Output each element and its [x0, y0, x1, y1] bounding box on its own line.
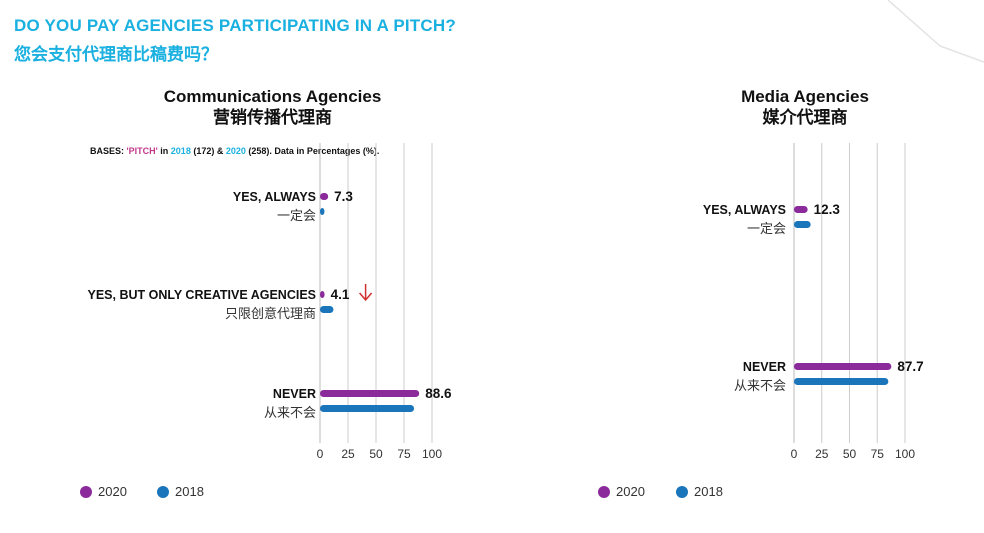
bases-year-2020: 2020 — [225, 146, 246, 156]
legend-2018-right: 2018 — [676, 484, 723, 499]
data-label: 4.1 — [331, 287, 350, 302]
x-tick-label: 50 — [843, 447, 857, 461]
x-tick-label: 25 — [341, 447, 355, 461]
category-label-en: NEVER — [273, 387, 316, 401]
legend-swatch-2020 — [598, 485, 610, 498]
chart-title-media: Media Agencies 媒介代理商 — [700, 86, 910, 128]
chart-title-en: Media Agencies — [741, 87, 869, 106]
x-tick-label: 100 — [895, 447, 915, 461]
data-label: 87.7 — [897, 359, 923, 374]
x-tick-label: 25 — [815, 447, 829, 461]
legend-swatch-2018 — [676, 485, 688, 498]
bases-n-2020: (258). Data in Percentages (%). — [245, 146, 380, 156]
bases-n-2018: (172) & — [190, 146, 226, 156]
legend-2020-left: 2020 — [80, 484, 127, 499]
bar-2018 — [794, 221, 811, 228]
bar-2020 — [320, 291, 325, 298]
category-label-zh: 一定会 — [277, 208, 316, 223]
bar-2020 — [320, 193, 329, 200]
category-label-zh: 从来不会 — [264, 405, 316, 420]
x-tick-label: 0 — [317, 447, 324, 461]
bar-2020 — [320, 390, 420, 397]
legend-label-2018: 2018 — [175, 484, 204, 499]
legend-label-2020: 2020 — [616, 484, 645, 499]
x-tick-label: 0 — [791, 447, 798, 461]
page-title-chinese: 您会支付代理商比稿费吗？ — [14, 45, 218, 64]
chart-title-zh: 营销传播代理商 — [213, 108, 332, 127]
category-label-en: YES, ALWAYS — [703, 203, 786, 217]
x-tick-label: 50 — [369, 447, 383, 461]
page-title: DO YOU PAY AGENCIES PARTICIPATING IN A P… — [14, 16, 456, 35]
x-tick-label: 75 — [397, 447, 411, 461]
legend-2018-left: 2018 — [157, 484, 204, 499]
data-label: 12.3 — [814, 202, 841, 217]
category-label-en: YES, ALWAYS — [233, 190, 316, 204]
bar-2020 — [794, 363, 892, 370]
bar-2018 — [320, 208, 325, 215]
category-label-en: NEVER — [743, 360, 786, 374]
x-tick-label: 100 — [422, 447, 442, 461]
bases-prefix: BASES: — [90, 146, 127, 156]
legend-label-2020: 2020 — [98, 484, 127, 499]
bar-2020 — [794, 206, 808, 213]
bar-2018 — [794, 378, 889, 385]
chart-title-en: Communications Agencies — [163, 87, 382, 106]
chart-title-zh: 媒介代理商 — [762, 108, 848, 127]
bases-pitch: 'PITCH' — [126, 146, 158, 156]
chart-title-communications: Communications Agencies 营销传播代理商 — [140, 86, 405, 128]
x-tick-label: 75 — [871, 447, 885, 461]
bases-year-2018: 2018 — [170, 146, 191, 156]
bar-2018 — [320, 306, 334, 313]
bases-in: in — [157, 146, 171, 156]
data-label: 7.3 — [334, 189, 353, 204]
bar-2018 — [320, 405, 415, 412]
bases-note: BASES: 'PITCH' in 2018 (172) & 2020 (258… — [90, 146, 379, 156]
legend-swatch-2020 — [80, 485, 92, 498]
category-label-en: YES, BUT ONLY CREATIVE AGENCIES — [87, 288, 316, 302]
down-arrow-icon-head — [359, 292, 373, 302]
category-label-zh: 只限创意代理商 — [225, 306, 316, 321]
legend-swatch-2018 — [157, 485, 169, 498]
legend-label-2018: 2018 — [694, 484, 723, 499]
category-label-zh: 从来不会 — [734, 378, 786, 393]
legend-2020-right: 2020 — [598, 484, 645, 499]
data-label: 88.6 — [425, 386, 452, 401]
category-label-zh: 一定会 — [747, 221, 786, 236]
